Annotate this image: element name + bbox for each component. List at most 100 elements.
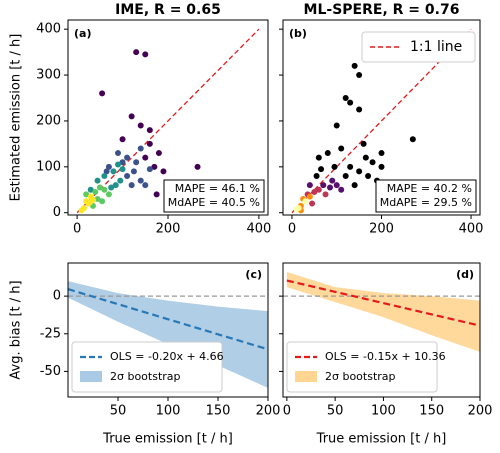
- scatter-point: [142, 182, 149, 189]
- axes-frame: [282, 19, 481, 216]
- scatter-point: [356, 168, 363, 175]
- scatter-point: [306, 193, 313, 200]
- legend-patch: [80, 371, 102, 382]
- scatter-point: [160, 168, 167, 175]
- x-tick-label: 0: [283, 404, 291, 419]
- scatter-point: [103, 168, 110, 175]
- x-tick-label: 200: [369, 222, 394, 237]
- scatter-point: [318, 166, 325, 173]
- scatter-point: [320, 182, 327, 189]
- y-tick-label: 0: [53, 205, 61, 220]
- x-tick-label: 100: [156, 404, 181, 419]
- scatter-point: [133, 49, 140, 56]
- scatter-point: [124, 154, 131, 161]
- scatter-point: [369, 159, 376, 166]
- plot-area: [283, 272, 480, 352]
- scatter-point: [194, 163, 201, 170]
- annotation-box: [163, 179, 265, 213]
- scatter-point: [92, 189, 99, 196]
- legend-patch: [295, 371, 317, 382]
- axes-frame: [67, 19, 269, 216]
- scatter-point: [117, 177, 124, 184]
- scatter-point: [329, 177, 336, 184]
- scatter-point: [351, 62, 358, 69]
- panel-tag: (c): [245, 268, 262, 281]
- scatter-point: [293, 206, 300, 213]
- legend-label: 2σ bootstrap: [325, 370, 396, 383]
- scatter-point: [362, 154, 369, 161]
- scatter-point: [356, 106, 363, 113]
- legend-box: [286, 341, 438, 393]
- x-tick-label: 100: [371, 404, 396, 419]
- plot-area: [76, 28, 260, 214]
- scatter-point: [338, 145, 345, 152]
- scatter-point: [347, 163, 354, 170]
- scatter-point: [115, 161, 121, 168]
- scatter-point: [133, 159, 140, 166]
- y-tick-label: 100: [36, 159, 61, 174]
- annotation: MdAPE = 40.5 %: [168, 196, 260, 209]
- reference-line: [291, 28, 472, 214]
- scatter-point: [128, 113, 135, 120]
- scatter-point: [137, 122, 144, 129]
- scatter-point: [333, 182, 340, 189]
- scatter-point: [409, 136, 416, 143]
- annotation: MAPE = 40.2 %: [387, 182, 472, 195]
- scatter-point: [151, 163, 158, 170]
- y-axis-label: Estimated emission [t / h]: [9, 34, 24, 202]
- legend-box: [71, 341, 223, 393]
- y-tick-label: -25: [40, 326, 61, 341]
- scatter-point: [306, 182, 313, 189]
- y-tick-label: 400: [36, 22, 61, 37]
- scatter-point: [342, 173, 349, 179]
- scatter-point: [153, 191, 160, 198]
- scatter-point: [378, 150, 385, 157]
- scatter-point: [96, 184, 103, 191]
- scatter-point: [105, 163, 112, 170]
- scatter-point: [146, 140, 153, 147]
- scatter-point: [101, 173, 108, 179]
- x-tick-label: 150: [206, 404, 231, 419]
- scatter-point: [302, 198, 309, 205]
- scatter-point: [119, 136, 126, 143]
- legend-label: OLS = -0.15x + 10.36: [325, 350, 446, 363]
- scatter-point: [360, 140, 367, 147]
- annotation: MAPE = 46.1 %: [175, 182, 260, 195]
- panel-title: IME, R = 0.65: [115, 2, 221, 18]
- scatter-point: [78, 207, 85, 214]
- x-tick-label: 50: [327, 404, 344, 419]
- panel-tag: (a): [74, 27, 91, 40]
- scatter-point: [155, 150, 162, 157]
- y-axis-label: Avg. bias [t / h]: [9, 280, 24, 379]
- legend-label: 2σ bootstrap: [110, 370, 181, 383]
- scatter-point: [87, 186, 94, 193]
- x-tick-label: 400: [246, 222, 271, 237]
- scatter-point: [94, 195, 101, 202]
- scatter-point: [146, 166, 153, 173]
- scatter-point: [356, 72, 363, 79]
- scatter-point: [119, 166, 126, 173]
- scatter-point: [322, 191, 329, 198]
- plot-area: [291, 28, 472, 214]
- y-tick-label: -50: [40, 364, 61, 379]
- ols-line: [68, 288, 268, 351]
- scatter-point: [311, 189, 318, 196]
- scatter-point: [315, 186, 322, 193]
- scatter-point: [99, 198, 106, 205]
- annotation: MdAPE = 29.5 %: [380, 196, 472, 209]
- legend-box: [361, 31, 476, 63]
- scatter-point: [86, 199, 93, 206]
- legend-label: 1:1 line: [410, 39, 462, 55]
- panel-tag: (b): [289, 27, 307, 40]
- scatter-point: [324, 150, 331, 157]
- y-tick-label: 200: [36, 113, 61, 128]
- x-tick-label: 200: [468, 404, 493, 419]
- x-tick-label: 50: [110, 404, 127, 419]
- scatter-point: [110, 168, 117, 175]
- scatter-point: [105, 191, 112, 198]
- scatter-point: [124, 173, 131, 179]
- ols-line: [286, 279, 480, 327]
- scatter-point: [142, 51, 149, 58]
- x-axis-label: True emission [t / h]: [316, 432, 447, 447]
